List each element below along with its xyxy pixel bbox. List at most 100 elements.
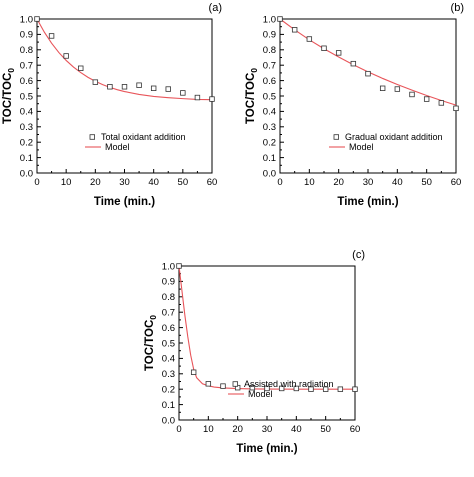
x-tick-label: 10	[304, 177, 315, 188]
chart-panel-2: 0 10 20 30 40 50 60 0.0 0.1 0.2 0.3 0.4 0.5 0.6 0.7 0.8…	[245, 2, 464, 208]
y-tick-label: 0.9	[162, 277, 175, 288]
data-point	[291, 27, 298, 33]
data-point	[335, 50, 342, 56]
data-point	[350, 60, 357, 67]
data-point	[337, 386, 344, 392]
x-tick-label: 60	[207, 177, 218, 188]
y-tick-label: 0.6	[263, 76, 276, 87]
y-tick-label: 0.4	[162, 354, 175, 365]
y-tick-label: 0.5	[263, 91, 276, 102]
legend-label-model: Model	[248, 389, 273, 399]
data-point	[78, 65, 84, 71]
data-point	[264, 385, 270, 392]
y-tick-label: 0.3	[20, 122, 33, 133]
x-tick-label: 50	[421, 177, 432, 188]
x-tick-label: 20	[333, 177, 344, 188]
y-tick-label: 0.7	[162, 308, 175, 319]
y-tick-label: 0.1	[263, 153, 276, 164]
y-tick-label: 0.3	[162, 369, 175, 380]
y-tick-label: 0.8	[162, 292, 175, 303]
chart-panel-1: 0 10 20 30 40 50 60 0.0 0.1 0.2 0.3 0.4 0.5 0.6 0.7 0.8…	[2, 2, 222, 208]
data-point	[209, 96, 215, 102]
y-tick-label: 0.3	[263, 122, 276, 133]
x-tick-label: 20	[232, 424, 243, 435]
y-axis-title-subscript: 0	[148, 315, 158, 320]
y-tick-label: 0.1	[162, 400, 175, 411]
data-point	[352, 386, 358, 392]
data-point	[438, 100, 445, 106]
data-point	[48, 33, 55, 39]
x-tick-label: 50	[178, 177, 189, 188]
data-point	[194, 94, 201, 101]
x-tick-label: 0	[176, 424, 181, 435]
data-point	[306, 36, 313, 42]
data-point	[321, 45, 327, 51]
panel-label: (b)	[451, 2, 464, 14]
data-point	[136, 82, 142, 88]
y-axis-title-main: TOC/TOC	[245, 73, 257, 124]
y-tick-label: 0.8	[263, 45, 276, 56]
panel-label: (a)	[209, 2, 222, 14]
legend-label-data: Assisted with radiation	[244, 379, 334, 389]
x-axis-title: Time (min.)	[337, 196, 398, 208]
data-point	[365, 70, 371, 77]
y-tick-label: 0.2	[263, 138, 276, 149]
y-tick-label: 0.2	[162, 385, 175, 396]
y-axis-title-subscript: 0	[6, 68, 16, 73]
y-tick-label: 0.5	[162, 338, 175, 349]
model-curve	[36, 18, 213, 101]
legend-label-model: Model	[349, 142, 374, 152]
x-tick-label: 0	[34, 177, 39, 188]
data-point	[107, 84, 113, 90]
x-tick-label: 20	[90, 177, 101, 188]
y-tick-label: 0.6	[20, 76, 33, 87]
x-tick-label: 60	[350, 424, 361, 435]
data-point	[92, 79, 99, 85]
data-point	[453, 105, 459, 112]
legend-label-data: Total oxidant addition	[101, 132, 186, 142]
y-tick-label: 0.7	[20, 61, 33, 72]
x-axis-title: Time (min.)	[236, 443, 297, 455]
data-point	[293, 385, 300, 392]
data-point	[379, 85, 386, 91]
data-point	[249, 384, 256, 391]
data-point	[165, 86, 171, 92]
y-axis-title-main: TOC/TOC	[144, 320, 156, 371]
y-tick-label: 0.1	[20, 153, 33, 164]
x-tick-label: 60	[451, 177, 462, 188]
data-point	[394, 86, 401, 92]
data-point	[278, 385, 285, 392]
x-tick-label: 10	[61, 177, 72, 188]
legend-marker	[89, 134, 95, 140]
y-tick-label: 1.0	[162, 261, 175, 272]
data-point	[308, 386, 314, 392]
data-point	[220, 383, 226, 389]
data-point	[150, 85, 157, 91]
data-point	[34, 16, 40, 22]
y-tick-label: 0.9	[20, 30, 33, 41]
y-tick-label: 0.0	[20, 168, 33, 179]
y-tick-label: 1.0	[20, 14, 33, 25]
y-axis-title: TOC/TOC0	[2, 68, 16, 124]
data-point	[205, 381, 212, 387]
data-point	[277, 16, 283, 22]
x-tick-label: 40	[392, 177, 403, 188]
y-tick-label: 1.0	[263, 14, 276, 25]
y-axis-title: TOC/TOC0	[245, 68, 259, 124]
y-tick-label: 0.4	[20, 107, 33, 118]
y-axis-title-main: TOC/TOC	[2, 73, 14, 124]
y-tick-label: 0.6	[162, 323, 175, 334]
data-point	[322, 386, 329, 392]
y-tick-label: 0.7	[263, 61, 276, 72]
data-point	[63, 53, 69, 59]
y-tick-label: 0.5	[20, 91, 33, 102]
y-tick-label: 0.2	[20, 138, 33, 149]
y-axis-title: TOC/TOC0	[144, 315, 158, 371]
legend-marker	[232, 381, 238, 387]
data-point	[176, 263, 182, 269]
y-tick-label: 0.8	[20, 45, 33, 56]
panel-label: (c)	[352, 249, 365, 261]
x-tick-label: 0	[277, 177, 282, 188]
x-tick-label: 40	[291, 424, 302, 435]
y-tick-label: 0.0	[263, 168, 276, 179]
